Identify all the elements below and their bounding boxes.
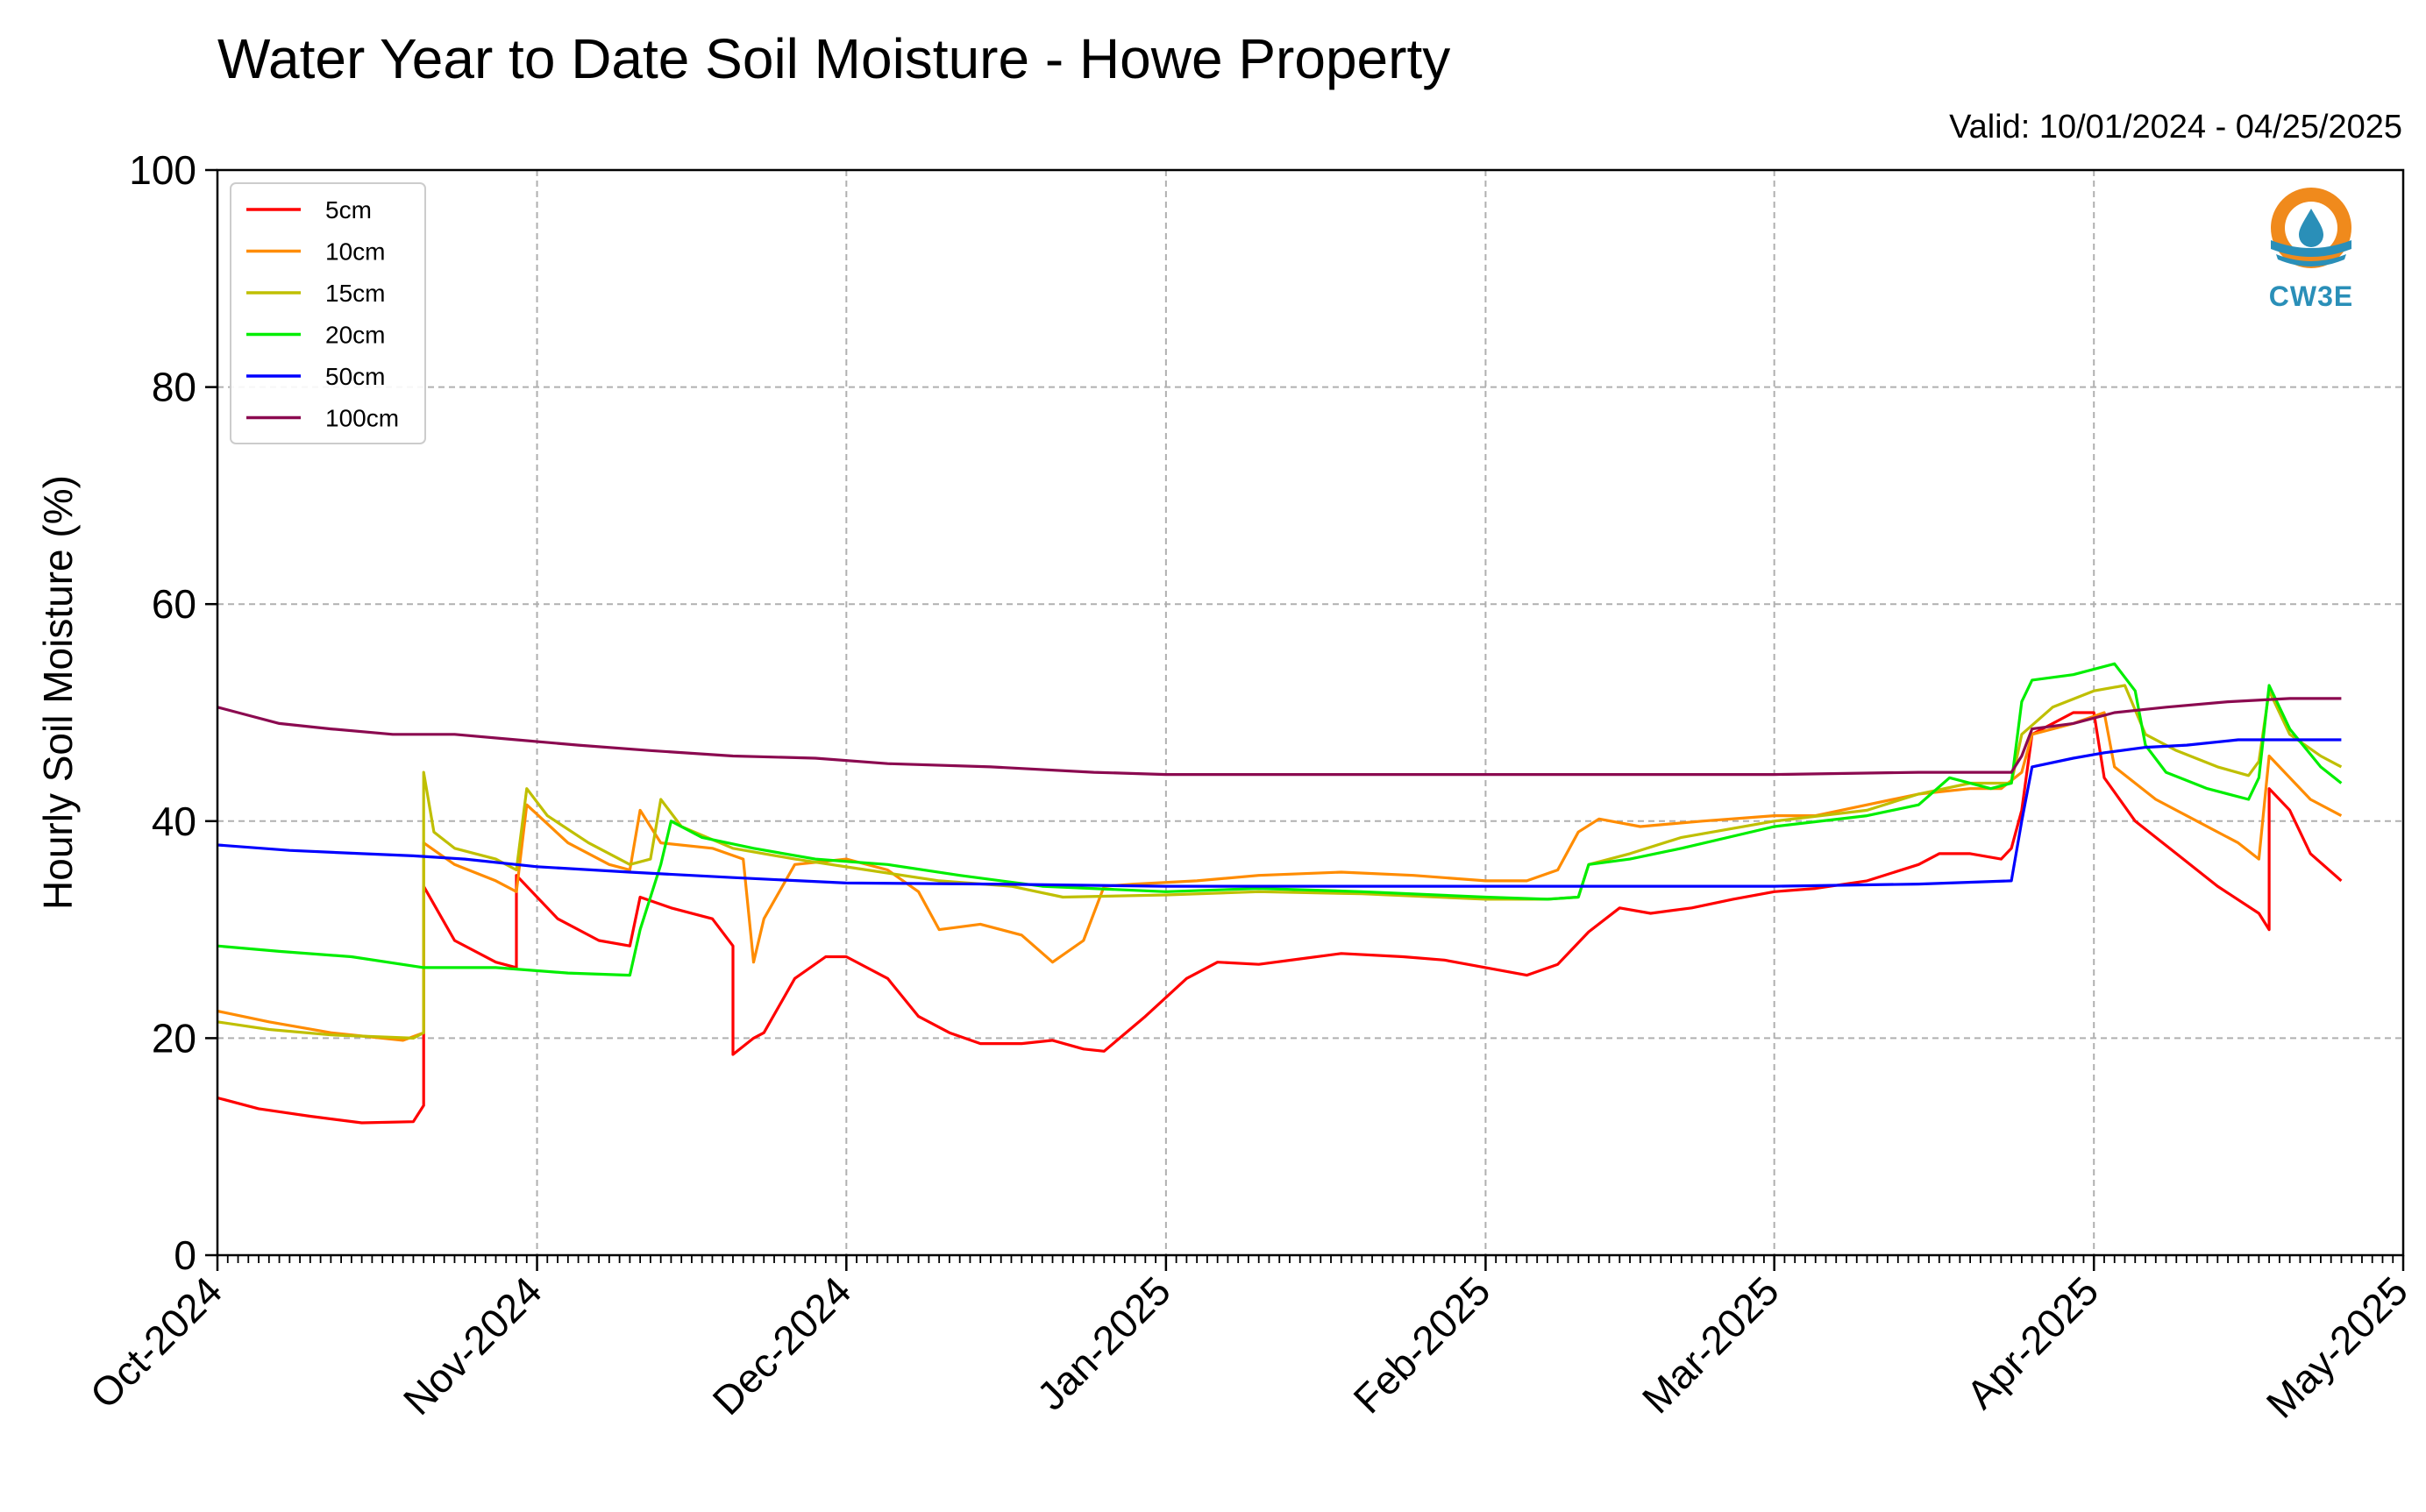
y-tick-label: 60 [152, 581, 196, 627]
series-line-10cm [217, 711, 2343, 1042]
x-tick-label: Oct-2024 [82, 1267, 231, 1417]
cw3e-logo: CW3E [2259, 182, 2364, 323]
series-line-20cm [217, 662, 2343, 977]
series-line-100cm [217, 697, 2342, 777]
legend-label-20cm: 20cm [325, 322, 385, 349]
y-tick-label: 80 [152, 365, 196, 410]
y-tick-label: 0 [174, 1232, 196, 1278]
legend-label-15cm: 15cm [325, 280, 385, 307]
x-tick-label: Jan-2025 [1028, 1267, 1179, 1418]
legend-box [230, 182, 426, 444]
axes: 0 20 40 60 80 100 Oct-2024 Nov-2024 Dec-2024 Jan-… [82, 147, 2417, 1427]
chart-title: Water Year to Date Soil Moisture - Howe … [217, 27, 1451, 90]
y-tick-label: 100 [129, 147, 196, 193]
legend-label-100cm: 100cm [325, 405, 399, 432]
legend-label-5cm: 5cm [325, 196, 372, 224]
legend-label-50cm: 50cm [325, 363, 385, 390]
x-tick-label: Nov-2024 [395, 1267, 551, 1423]
x-tick-label: Dec-2024 [704, 1267, 860, 1423]
logo-text: CW3E [2268, 280, 2354, 312]
series-lines [217, 662, 2343, 1125]
legend: 5cm 10cm 15cm 20cm 50cm 100cm [230, 182, 426, 444]
x-tick-label: May-2025 [2258, 1267, 2416, 1426]
cw3e-droplet-logo-icon [2271, 188, 2351, 268]
legend-label-10cm: 10cm [325, 238, 385, 266]
y-tick-label: 40 [152, 799, 196, 844]
y-tick-label: 20 [152, 1015, 196, 1061]
series-line-15cm [217, 684, 2343, 1040]
x-tick-label: Feb-2025 [1344, 1267, 1498, 1422]
x-tick-label: Mar-2025 [1633, 1267, 1788, 1422]
x-tick-label: Apr-2025 [1958, 1267, 2108, 1417]
series-line-50cm [217, 738, 2342, 888]
valid-date-range: Valid: 10/01/2024 - 04/25/2025 [1949, 109, 2402, 146]
series-line-5cm [217, 711, 2343, 1125]
